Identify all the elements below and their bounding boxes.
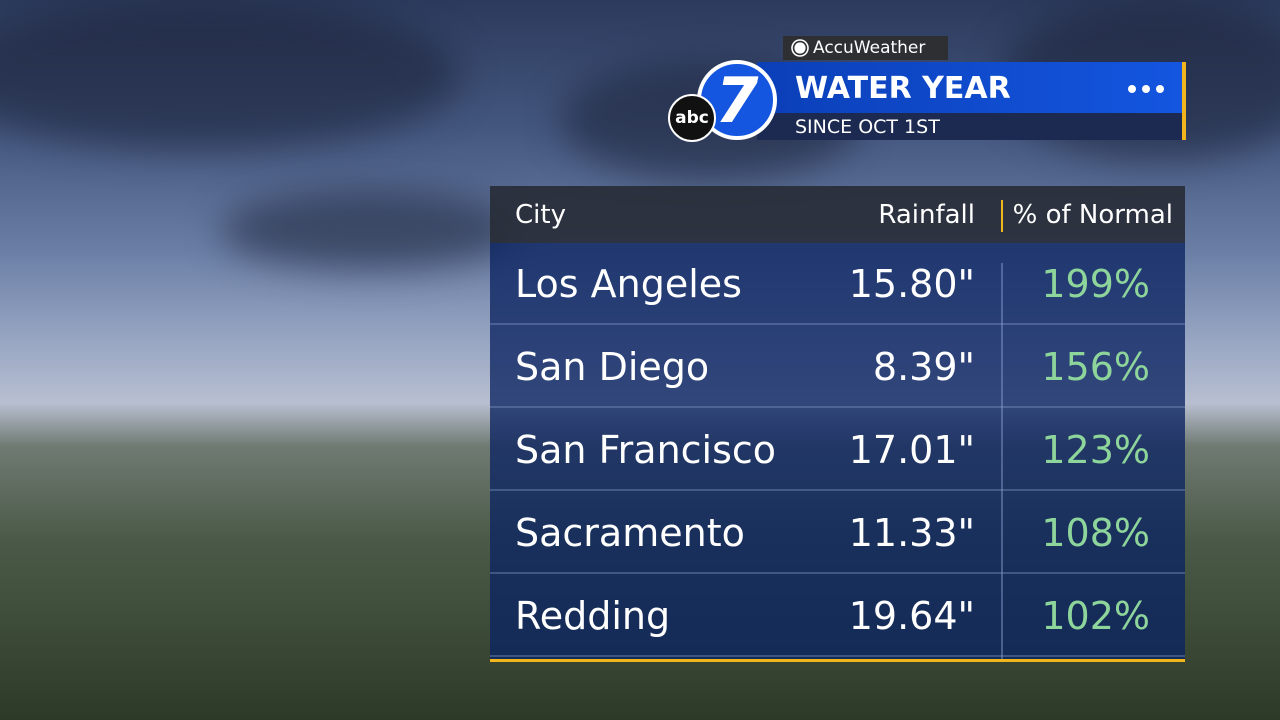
subtitle-bar: SINCE OCT 1ST [757,113,1185,140]
city: San Diego [515,345,710,389]
rainfall: 19.64" [848,594,975,638]
menu-dot [1142,85,1150,93]
city: Sacramento [515,511,745,555]
brand-text: AccuWeather [813,38,926,58]
table-row: Redding 19.64" 102% [490,575,1185,657]
rainfall: 15.80" [848,262,975,306]
menu-dot [1128,85,1136,93]
table-row: San Francisco 17.01" 123% [490,409,1185,491]
percent-of-normal: 123% [1041,428,1150,472]
cloud [0,0,460,150]
percent-of-normal: 199% [1041,262,1150,306]
table-row: Sacramento 11.33" 108% [490,492,1185,574]
header-divider [1001,200,1003,232]
cloud [220,190,520,270]
table-row: Los Angeles 15.80" 199% [490,243,1185,325]
accent-bar [1182,62,1186,140]
menu-dot [1156,85,1164,93]
city: Los Angeles [515,262,742,306]
rainfall: 8.39" [872,345,975,389]
column-header: % of Normal [1012,200,1173,230]
table-row: San Diego 8.39" 156% [490,326,1185,408]
table-header: City Rainfall % of Normal [490,186,1185,243]
logo-abc: abc [668,94,716,142]
city: San Francisco [515,428,777,472]
column-divider [1001,263,1003,660]
title-bar: WATER YEAR [757,62,1185,113]
rainfall: 17.01" [848,428,975,472]
column-header: City [515,200,566,230]
rainfall: 11.33" [848,511,975,555]
city: Redding [515,594,671,638]
brand-tag: AccuWeather [783,36,948,60]
percent-of-normal: 102% [1041,594,1150,638]
percent-of-normal: 156% [1041,345,1150,389]
table-bottom-line [490,659,1185,662]
table-body: Los Angeles 15.80" 199% San Diego 8.39" 156% S… [490,243,1185,660]
subtitle: SINCE OCT 1ST [795,116,940,138]
column-header: Rainfall [878,200,975,230]
percent-of-normal: 108% [1041,511,1150,555]
title: WATER YEAR [795,71,1011,106]
